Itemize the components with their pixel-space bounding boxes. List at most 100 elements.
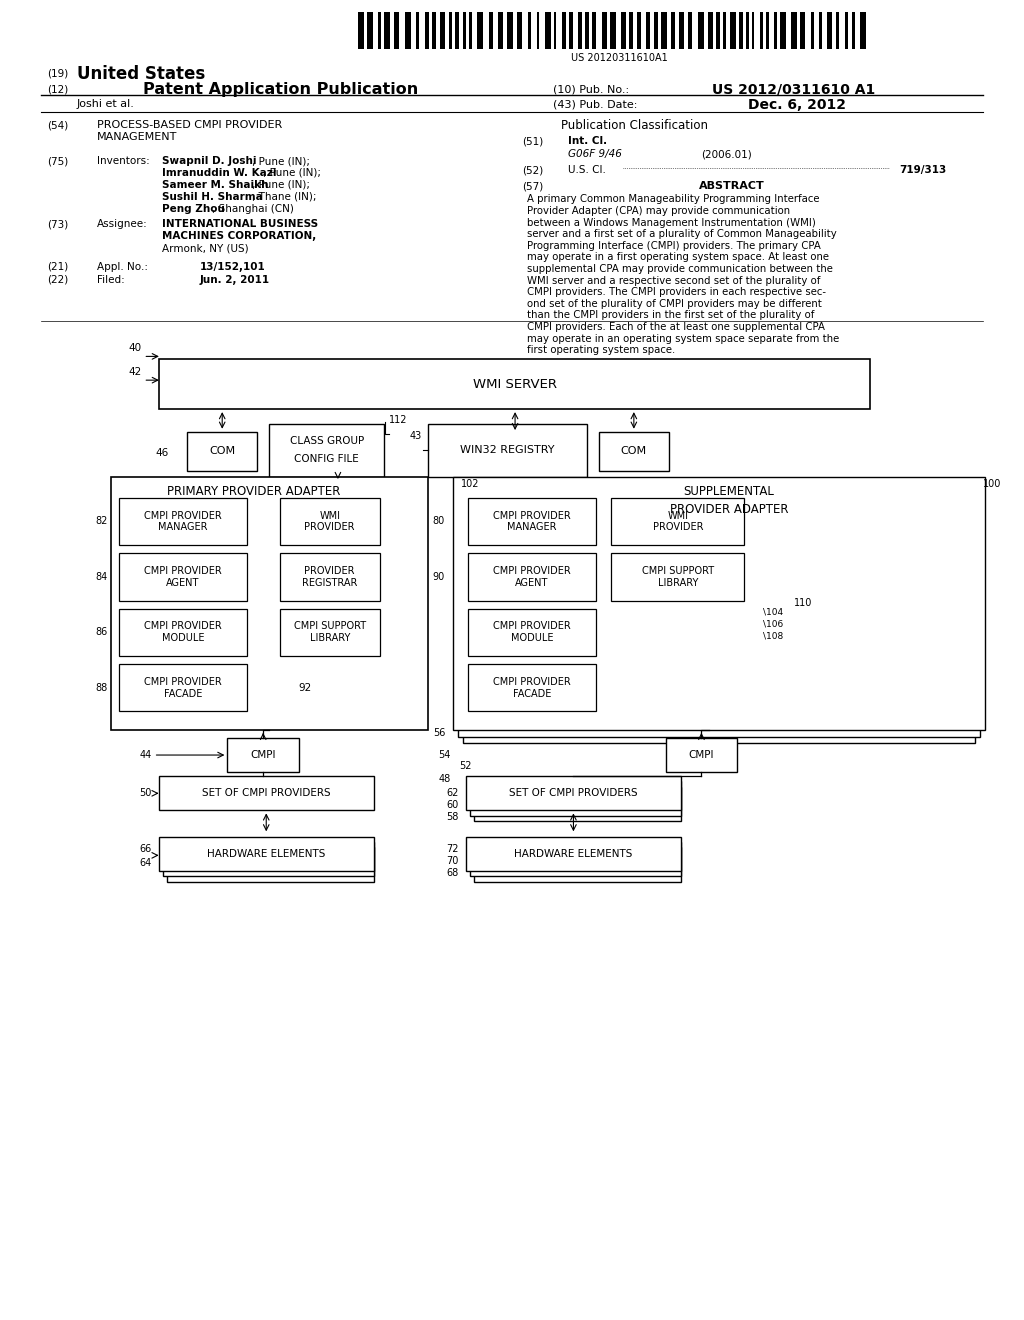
Bar — [455, 12, 459, 49]
Text: CMPI PROVIDER
FACADE: CMPI PROVIDER FACADE — [494, 677, 570, 698]
Bar — [417, 12, 419, 49]
Bar — [119, 664, 247, 711]
Bar — [167, 847, 374, 882]
Bar — [280, 553, 380, 601]
Bar — [578, 12, 582, 49]
Text: Inventors:: Inventors: — [97, 156, 151, 166]
Text: Peng Zhou: Peng Zhou — [162, 203, 224, 214]
Text: Provider Adapter (CPA) may provide communication: Provider Adapter (CPA) may provide commu… — [527, 206, 791, 216]
Bar — [507, 12, 513, 49]
Bar — [629, 12, 633, 49]
Text: G06F 9/46: G06F 9/46 — [568, 149, 623, 160]
Bar — [358, 12, 365, 49]
Bar — [466, 776, 681, 810]
Text: , Shanghai (CN): , Shanghai (CN) — [213, 203, 294, 214]
Bar — [394, 12, 399, 49]
Bar — [425, 12, 429, 49]
Text: WMI server and a respective second set of the plurality of: WMI server and a respective second set o… — [527, 276, 820, 285]
Text: CMPI PROVIDER
MANAGER: CMPI PROVIDER MANAGER — [144, 511, 221, 532]
Text: Swapnil D. Joshi: Swapnil D. Joshi — [162, 156, 256, 166]
Text: Programming Interface (CMPI) providers. The primary CPA: Programming Interface (CMPI) providers. … — [527, 240, 821, 251]
Text: server and a first set of a plurality of Common Manageability: server and a first set of a plurality of… — [527, 230, 837, 239]
Text: 64: 64 — [139, 858, 152, 869]
Text: 50: 50 — [139, 788, 152, 799]
Bar — [159, 359, 870, 409]
Bar — [688, 12, 692, 49]
Text: 60: 60 — [446, 800, 459, 810]
Text: 84: 84 — [95, 572, 108, 582]
Text: 58: 58 — [446, 812, 459, 822]
Text: CMPI PROVIDER
AGENT: CMPI PROVIDER AGENT — [494, 566, 570, 587]
Bar — [610, 12, 615, 49]
Text: 40: 40 — [128, 343, 141, 354]
Bar — [187, 432, 257, 471]
Text: CMPI SUPPORT
LIBRARY: CMPI SUPPORT LIBRARY — [294, 622, 366, 643]
Bar — [837, 12, 840, 49]
Bar — [745, 12, 749, 49]
Text: INTERNATIONAL BUSINESS: INTERNATIONAL BUSINESS — [162, 219, 317, 230]
Text: 43: 43 — [410, 430, 422, 441]
Bar — [599, 432, 669, 471]
Bar — [280, 609, 380, 656]
Text: Sushil H. Sharma: Sushil H. Sharma — [162, 191, 262, 202]
Bar — [611, 553, 744, 601]
Bar — [449, 12, 452, 49]
Text: may operate in an operating system space separate from the: may operate in an operating system space… — [527, 334, 840, 343]
Bar — [474, 847, 681, 882]
Text: 54: 54 — [438, 750, 451, 760]
Bar — [680, 12, 684, 49]
Text: (22): (22) — [47, 275, 69, 285]
Text: MANAGEMENT: MANAGEMENT — [97, 132, 177, 143]
Bar — [159, 776, 374, 810]
Text: WMI
PROVIDER: WMI PROVIDER — [304, 511, 355, 532]
Bar — [477, 12, 483, 49]
Text: 88: 88 — [95, 682, 108, 693]
Text: (10) Pub. No.:: (10) Pub. No.: — [553, 84, 629, 95]
Text: SET OF CMPI PROVIDERS: SET OF CMPI PROVIDERS — [202, 788, 331, 799]
Bar — [860, 12, 866, 49]
Bar — [466, 837, 681, 871]
Text: HARDWARE ELEMENTS: HARDWARE ELEMENTS — [207, 849, 326, 859]
Text: CMPI PROVIDER
FACADE: CMPI PROVIDER FACADE — [144, 677, 221, 698]
Text: 102: 102 — [461, 479, 479, 490]
Bar — [760, 12, 763, 49]
Bar — [723, 12, 726, 49]
Bar — [592, 12, 596, 49]
Text: PROCESS-BASED CMPI PROVIDER: PROCESS-BASED CMPI PROVIDER — [97, 120, 283, 131]
Text: WMI SERVER: WMI SERVER — [472, 378, 557, 391]
Bar — [602, 12, 607, 49]
Bar — [468, 498, 596, 545]
Bar — [468, 664, 596, 711]
Bar — [852, 12, 855, 49]
Text: 56: 56 — [433, 727, 445, 738]
Text: CMPI PROVIDER
MODULE: CMPI PROVIDER MODULE — [144, 622, 221, 643]
Bar — [474, 787, 681, 821]
Text: \106: \106 — [763, 620, 783, 628]
Text: PROVIDER ADAPTER: PROVIDER ADAPTER — [670, 503, 788, 516]
Bar — [622, 12, 626, 49]
Text: 68: 68 — [446, 867, 459, 878]
Text: Int. Cl.: Int. Cl. — [568, 136, 607, 147]
Text: (75): (75) — [47, 156, 69, 166]
Text: 46: 46 — [156, 447, 169, 458]
Text: United States: United States — [77, 65, 205, 83]
Text: first operating system space.: first operating system space. — [527, 346, 676, 355]
Text: Filed:: Filed: — [97, 275, 125, 285]
Bar — [766, 12, 769, 49]
Text: MACHINES CORPORATION,: MACHINES CORPORATION, — [162, 231, 316, 242]
Text: (43) Pub. Date:: (43) Pub. Date: — [553, 99, 637, 110]
Text: US 20120311610A1: US 20120311610A1 — [571, 53, 668, 63]
Bar — [499, 12, 503, 49]
Text: Dec. 6, 2012: Dec. 6, 2012 — [748, 98, 846, 112]
Text: 42: 42 — [128, 367, 141, 378]
Bar — [453, 477, 985, 730]
Bar — [468, 609, 596, 656]
Text: 80: 80 — [432, 516, 444, 527]
Bar — [470, 781, 681, 816]
Text: 92: 92 — [299, 682, 311, 693]
Text: Jun. 2, 2011: Jun. 2, 2011 — [200, 275, 269, 285]
Text: ond set of the plurality of CMPI providers may be different: ond set of the plurality of CMPI provide… — [527, 298, 822, 309]
Text: WIN32 REGISTRY: WIN32 REGISTRY — [460, 445, 555, 455]
Bar — [845, 12, 848, 49]
Bar — [163, 842, 374, 876]
